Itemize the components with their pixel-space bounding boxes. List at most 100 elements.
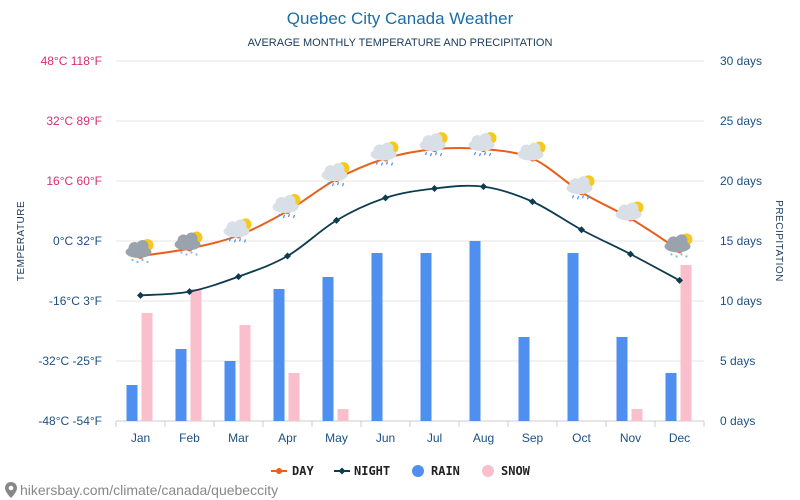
legend-night[interactable]: NIGHT [334,464,390,478]
left-axis-title: TEMPERATURE [16,201,27,281]
snowflake-shape [195,253,198,256]
snow-bar [239,325,251,421]
right-tick-label: 5 days [720,354,755,368]
source-link[interactable]: hikersbay.com/climate/canada/quebeccity [5,482,278,498]
night-point [578,226,585,234]
raindrop-shape [581,195,585,199]
temperature-lines [137,146,683,299]
rain-bar [469,241,481,421]
snowflake-shape [136,260,139,264]
snowflake-shape [190,251,193,254]
raindrop-shape [473,151,477,156]
month-label: Apr [278,431,297,445]
month-label: Oct [572,431,591,445]
cloud-shape [381,142,394,155]
cloud-shape [528,142,541,155]
month-label: Jun [376,431,395,445]
snowflake-shape [146,260,149,264]
month-label: Jan [131,431,150,445]
cloud-shape [675,234,688,247]
legend-snow-label: SNOW [501,464,531,478]
legend-snow-swatch [482,465,494,477]
raindrop-shape [429,152,433,157]
rain-bar [273,289,285,421]
cloud-sun-snow-icon [125,239,154,264]
snow-bar [141,313,153,421]
location-pin-icon [5,482,17,498]
raindrop-shape [277,213,281,218]
night-point [333,216,340,224]
legend-rain-label: RAIN [431,464,460,478]
snowflake-shape [680,253,683,256]
cloud-sun-icon [517,141,546,161]
raindrop-shape [243,239,247,243]
month-label: Aug [473,431,494,445]
night-point [137,291,144,299]
right-tick-label: 10 days [720,294,762,308]
snowflake-shape [185,253,188,256]
raindrop-shape [385,161,389,165]
month-label: Nov [620,431,641,445]
left-tick-label: -16°C 3°F [49,294,102,308]
night-point [431,185,438,192]
rain-bar [322,277,334,421]
snow-bar [631,409,643,421]
chart-subtitle: AVERAGE MONTHLY TEMPERATURE AND PRECIPIT… [248,37,553,49]
month-label: Mar [228,431,249,445]
legend-rain[interactable]: RAIN [412,464,460,478]
cloud-shape [136,240,149,252]
night-point [529,198,536,206]
month-label: May [325,431,348,445]
rain-bar [126,385,138,421]
raindrop-shape [238,238,242,242]
raindrop-shape [228,238,232,242]
legend-snow[interactable]: SNOW [482,464,531,478]
legend: DAY NIGHT RAIN SNOW [271,464,531,478]
snowflake-shape [675,255,678,258]
snowflake-shape [670,253,673,256]
raindrop-shape [576,196,580,200]
cloud-sun-rain-icon [566,175,595,200]
cloud-shape [626,202,639,215]
chart-title: Quebec City Canada Weather [287,9,514,28]
cloud-shape [430,133,443,146]
raindrop-shape [434,151,438,156]
right-tick-label: 15 days [720,234,762,248]
raindrop-shape [375,161,379,165]
grid [115,60,705,427]
night-point [627,250,634,258]
rain-bar [665,373,677,421]
left-tick-label: 48°C 118°F [41,54,102,68]
cloud-sun-snow-icon [174,231,203,256]
month-label: Jul [427,431,442,445]
left-tick-label: -32°C -25°F [38,354,102,368]
snowflake-shape [685,255,688,258]
cloud-sun-icon [615,201,644,221]
left-tick-label: -48°C -54°F [38,414,102,428]
raindrop-shape [488,152,492,157]
right-tick-label: 0 days [720,414,755,428]
snowflake-shape [180,251,183,254]
left-tick-label: 16°C 60°F [46,174,102,188]
weather-icons [125,132,693,264]
raindrop-shape [439,152,443,157]
snowflake-shape [131,258,134,262]
raindrop-shape [586,196,590,200]
cloud-sun-rain-icon [370,141,399,166]
cloud-shape [332,163,345,176]
legend-day[interactable]: DAY [271,464,314,478]
rain-bar [224,361,236,421]
left-tick-label: 0°C 32°F [53,234,102,248]
day-line [140,146,681,257]
night-point [186,288,193,296]
night-point [284,252,291,260]
rain-bar [518,337,530,421]
snow-bar [680,265,692,421]
left-axis-ticks: 48°C 118°F 32°C 89°F 16°C 60°F 0°C 32°F -16°… [38,54,102,428]
raindrop-shape [331,182,335,187]
snow-bar [288,373,300,421]
night-line [140,184,680,297]
snowflake-shape [141,258,144,262]
night-point [235,273,242,281]
